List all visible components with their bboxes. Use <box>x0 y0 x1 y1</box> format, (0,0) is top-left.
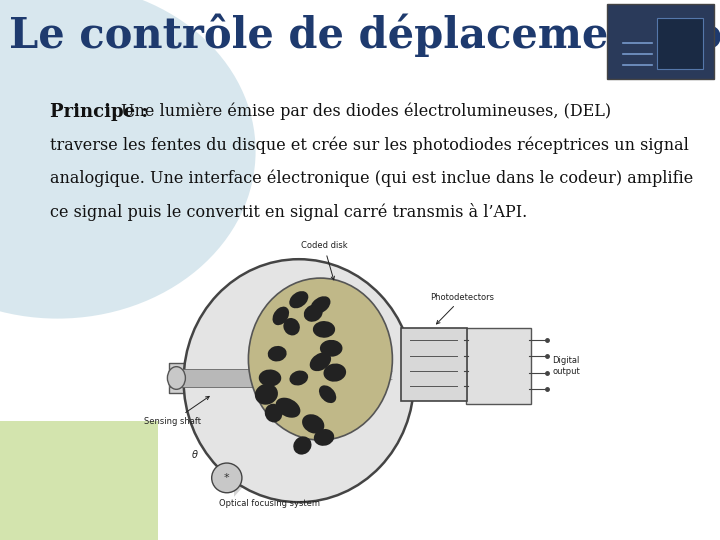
Ellipse shape <box>255 384 278 404</box>
FancyBboxPatch shape <box>401 328 467 401</box>
Ellipse shape <box>323 363 346 382</box>
Text: Le contrôle de déplacement rotati: Le contrôle de déplacement rotati <box>9 14 720 57</box>
Ellipse shape <box>319 386 336 403</box>
Ellipse shape <box>268 346 287 361</box>
Ellipse shape <box>289 370 308 386</box>
Text: traverse les fentes du disque et crée sur les photodiodes réceptrices un signal: traverse les fentes du disque et crée su… <box>50 136 689 153</box>
Ellipse shape <box>0 0 256 319</box>
Ellipse shape <box>314 429 334 446</box>
Ellipse shape <box>320 340 343 357</box>
Ellipse shape <box>302 414 324 434</box>
Text: Principe :: Principe : <box>50 103 155 120</box>
Ellipse shape <box>276 397 300 418</box>
Ellipse shape <box>304 305 323 322</box>
Ellipse shape <box>265 404 282 422</box>
FancyBboxPatch shape <box>466 328 531 404</box>
Ellipse shape <box>272 307 289 325</box>
Text: Coded disk: Coded disk <box>301 241 347 280</box>
FancyBboxPatch shape <box>0 421 158 540</box>
FancyBboxPatch shape <box>607 4 714 79</box>
Text: Optical focusing system: Optical focusing system <box>220 500 320 509</box>
Text: Sensing shaft: Sensing shaft <box>144 396 210 426</box>
Ellipse shape <box>310 353 331 371</box>
Ellipse shape <box>284 318 300 335</box>
Text: ce signal puis le convertit en signal carré transmis à l’API.: ce signal puis le convertit en signal ca… <box>50 203 528 221</box>
Text: Digital
output: Digital output <box>552 356 580 375</box>
FancyBboxPatch shape <box>657 18 703 69</box>
Text: analogique. Une interface électronique (qui est inclue dans le codeur) amplifie: analogique. Une interface électronique (… <box>50 170 693 187</box>
Text: Photodetectors: Photodetectors <box>431 293 495 324</box>
Ellipse shape <box>248 278 392 440</box>
Ellipse shape <box>310 296 330 314</box>
Ellipse shape <box>258 369 282 387</box>
Ellipse shape <box>293 436 312 455</box>
Text: Une lumière émise par des diodes électrolumineuses, (DEL): Une lumière émise par des diodes électro… <box>121 103 611 120</box>
Ellipse shape <box>289 291 308 308</box>
Ellipse shape <box>184 259 414 502</box>
Ellipse shape <box>212 463 242 492</box>
Ellipse shape <box>167 367 185 389</box>
Ellipse shape <box>313 321 335 338</box>
Text: $\theta$: $\theta$ <box>191 448 198 460</box>
Text: *: * <box>224 473 230 483</box>
